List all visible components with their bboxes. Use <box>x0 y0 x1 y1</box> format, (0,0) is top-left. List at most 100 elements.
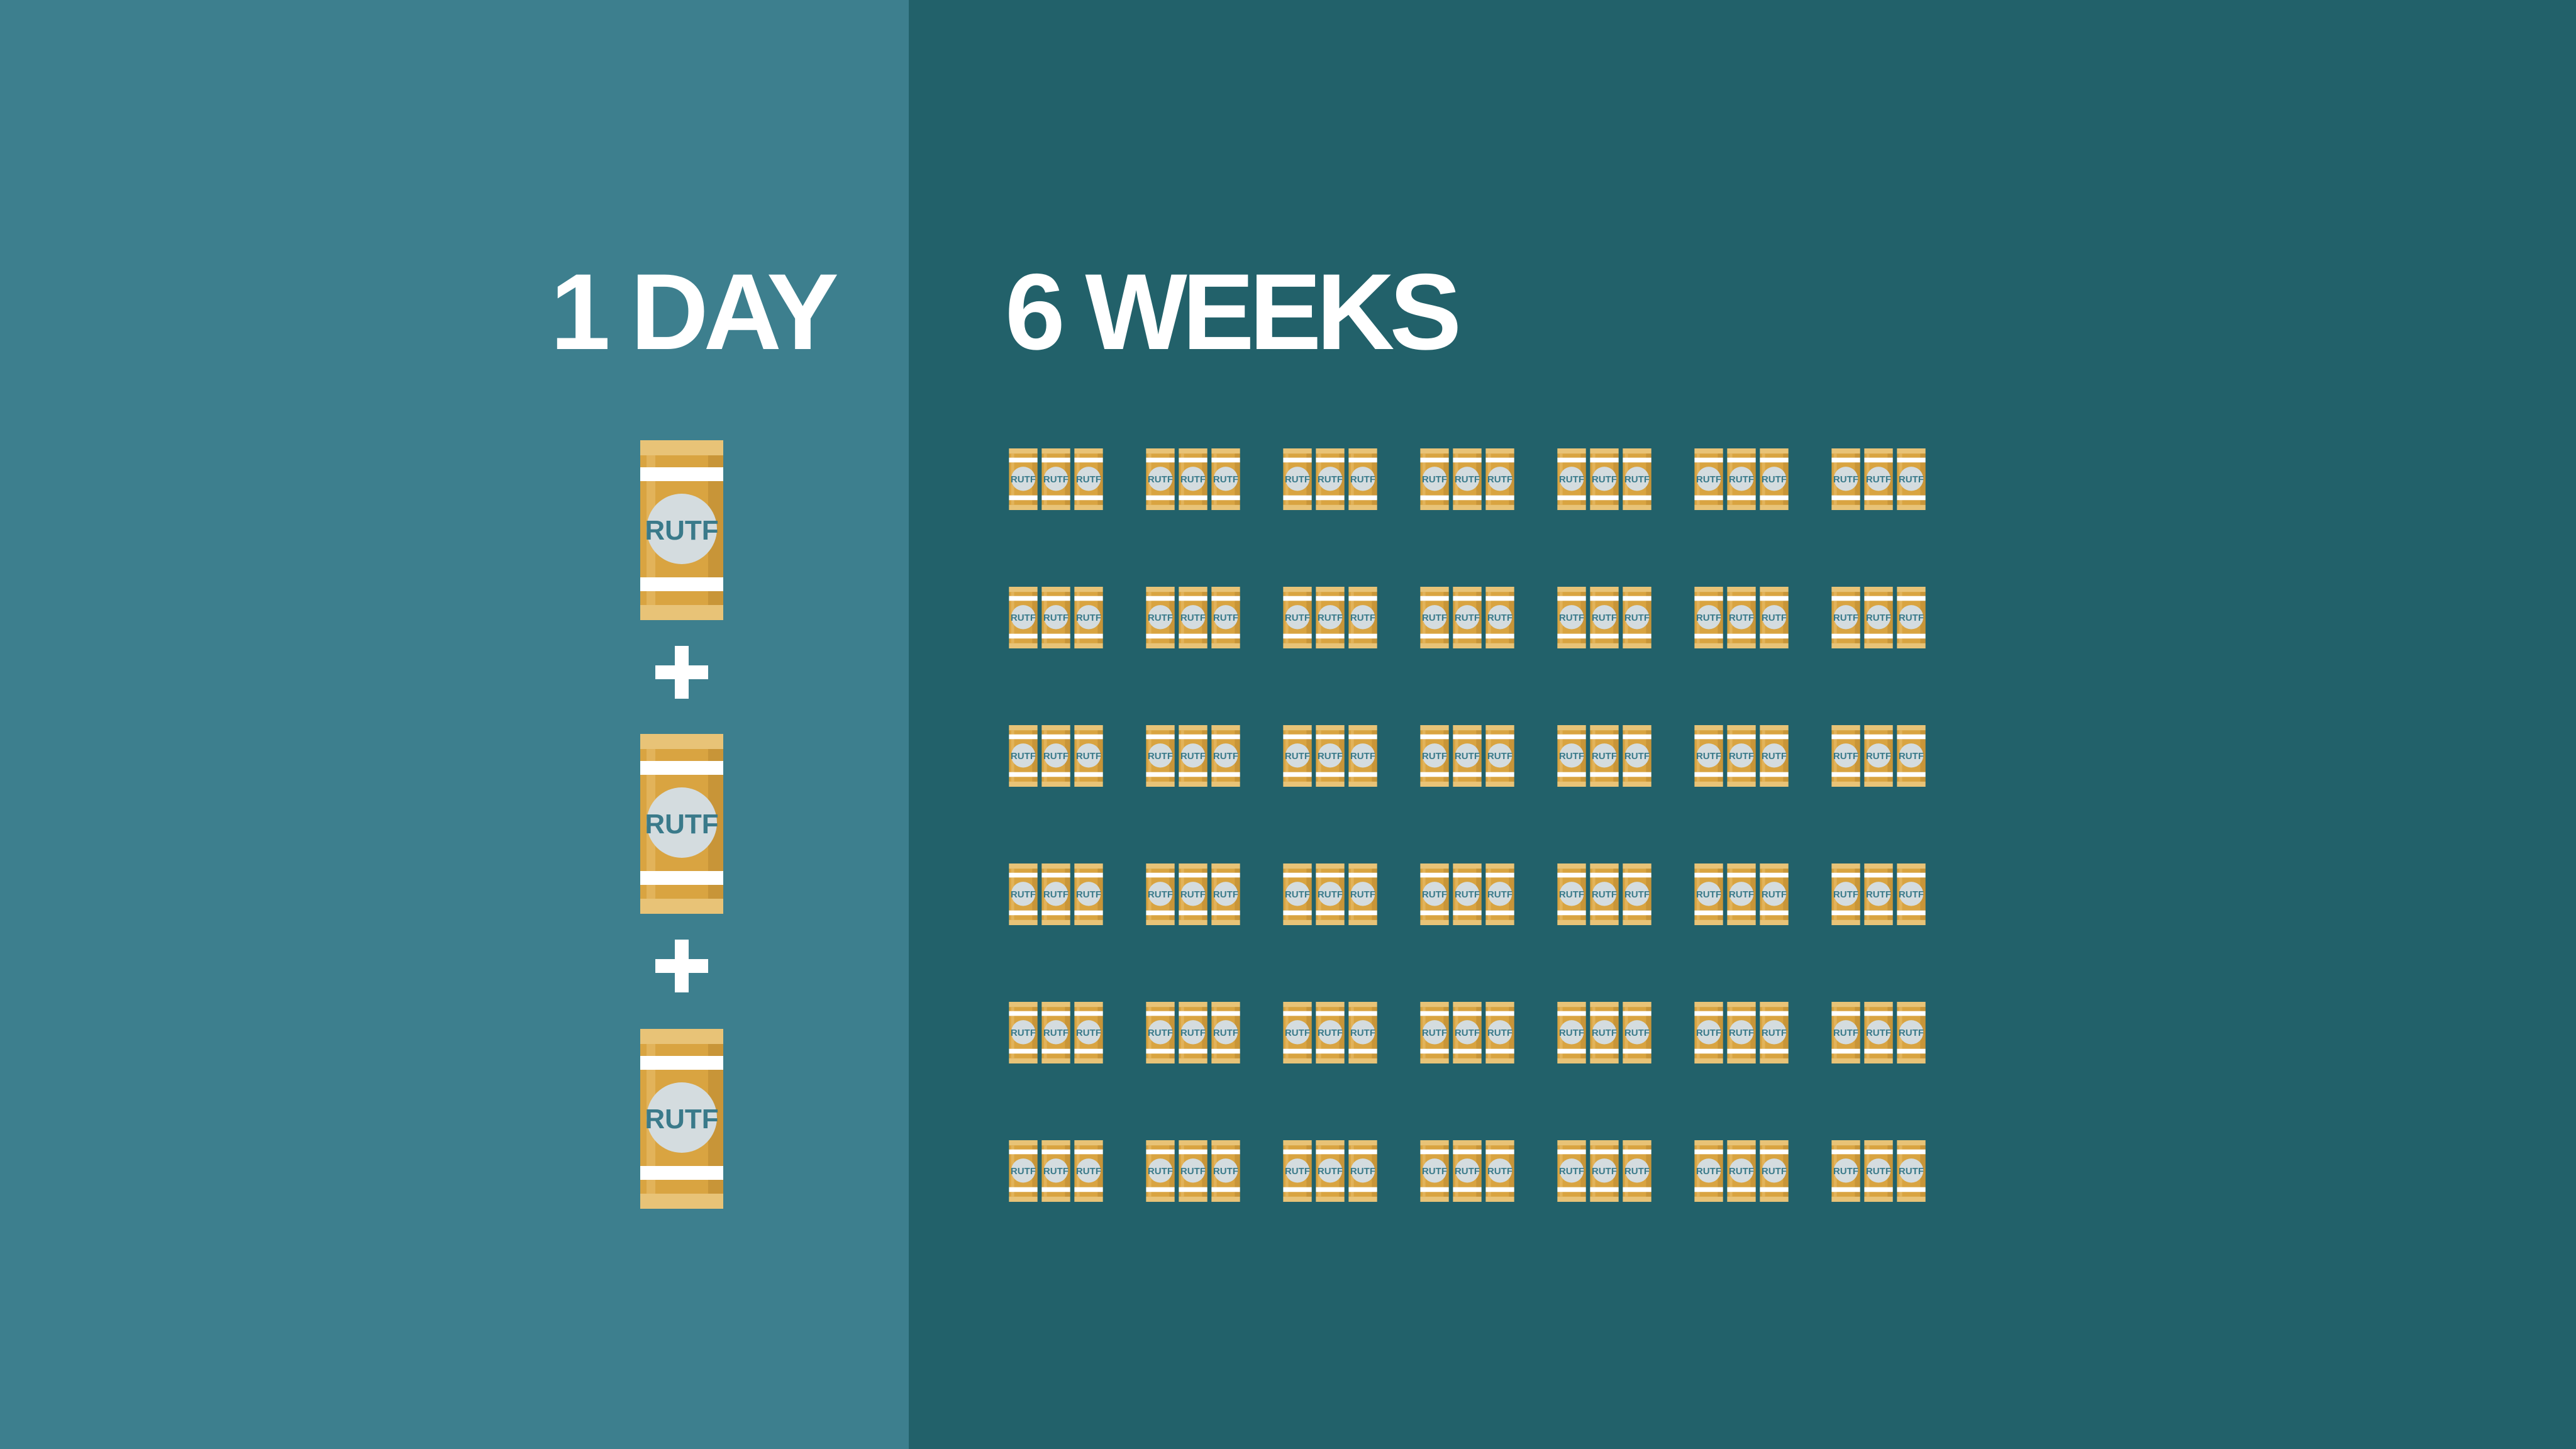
rutf-packet-icon: RUTF <box>1420 1140 1449 1202</box>
packet-label: RUTF <box>1592 751 1617 762</box>
packet-label: RUTF <box>1043 613 1069 623</box>
rutf-packet-icon: RUTF <box>1557 587 1586 648</box>
packet-label: RUTF <box>1043 889 1069 900</box>
packet-label: RUTF <box>1350 889 1375 900</box>
packet-label: RUTF <box>1148 751 1173 762</box>
day-packet-group: RUTF RUTF RUTF <box>1009 1140 1103 1202</box>
packet-label: RUTF <box>1148 613 1173 623</box>
rutf-packet-icon: RUTF <box>1316 725 1345 787</box>
rutf-packet-icon: RUTF <box>1146 1140 1175 1202</box>
rutf-packet-icon: RUTF <box>1864 587 1893 648</box>
packet-label: RUTF <box>1213 751 1238 762</box>
rutf-packet-icon: RUTF <box>1420 725 1449 787</box>
packet-label: RUTF <box>645 515 718 546</box>
rutf-packet-icon: RUTF <box>1074 587 1103 648</box>
packet-label: RUTF <box>1592 613 1617 623</box>
rutf-packet-icon: RUTF <box>1590 587 1619 648</box>
rutf-packet-icon: RUTF <box>1727 863 1756 925</box>
packet-label: RUTF <box>1866 613 1891 623</box>
packet-label: RUTF <box>1422 474 1447 485</box>
packet-label: RUTF <box>1422 1028 1447 1038</box>
rutf-packet-icon: RUTF <box>1074 1002 1103 1063</box>
rutf-packet-icon: RUTF <box>1420 587 1449 648</box>
rutf-packet-icon: RUTF <box>1211 587 1240 648</box>
packet-label: RUTF <box>1350 1028 1375 1038</box>
rutf-packet-icon: RUTF <box>1211 1140 1240 1202</box>
rutf-packet-icon: RUTF <box>1864 1002 1893 1063</box>
rutf-packet-icon: RUTF <box>1211 863 1240 925</box>
day-packet-group: RUTF RUTF RUTF <box>1557 587 1652 648</box>
rutf-packet-icon: RUTF <box>1831 587 1860 648</box>
rutf-packet-icon: RUTF <box>1283 725 1312 787</box>
day-packet-group: RUTF RUTF RUTF <box>1694 1140 1789 1202</box>
rutf-packet-icon: RUTF <box>1694 725 1723 787</box>
rutf-packet-icon: RUTF <box>1179 1140 1208 1202</box>
rutf-packet-icon: RUTF <box>1760 725 1789 787</box>
rutf-packet-icon: RUTF <box>1041 587 1070 648</box>
packet-label: RUTF <box>1487 474 1513 485</box>
packet-label: RUTF <box>1285 613 1310 623</box>
day-packet-group: RUTF RUTF RUTF <box>1283 587 1377 648</box>
packet-label: RUTF <box>1487 613 1513 623</box>
packet-label: RUTF <box>1559 474 1584 485</box>
rutf-packet-icon: RUTF <box>1727 587 1756 648</box>
day-packet-group: RUTF RUTF RUTF <box>1420 448 1514 510</box>
rutf-packet-icon: RUTF <box>1485 863 1514 925</box>
packet-label: RUTF <box>1422 613 1447 623</box>
day-packet-group: RUTF RUTF RUTF <box>1146 863 1240 925</box>
packet-label: RUTF <box>1899 1166 1924 1177</box>
rutf-packet-icon: RUTF <box>1074 1140 1103 1202</box>
packet-label: RUTF <box>1076 1166 1101 1177</box>
packet-label: RUTF <box>1148 474 1173 485</box>
day-packet-group: RUTF RUTF RUTF <box>1146 725 1240 787</box>
rutf-packet-icon: RUTF <box>1831 1002 1860 1063</box>
rutf-packet-icon: RUTF <box>1009 863 1038 925</box>
packet-label: RUTF <box>1833 1028 1858 1038</box>
packet-label: RUTF <box>1624 751 1650 762</box>
rutf-packet-icon: RUTF <box>1897 1140 1926 1202</box>
rutf-packet-icon: RUTF <box>1146 587 1175 648</box>
packet-label: RUTF <box>1729 751 1754 762</box>
day-packet-group: RUTF RUTF RUTF <box>1557 863 1652 925</box>
rutf-packet-icon: RUTF <box>1179 725 1208 787</box>
packet-label: RUTF <box>1148 889 1173 900</box>
rutf-packet-icon: RUTF <box>1348 448 1377 510</box>
rutf-packet-icon: RUTF <box>1316 448 1345 510</box>
six-weeks-title: 6 WEEKS <box>1005 252 1462 372</box>
rutf-packet-icon: RUTF <box>1074 448 1103 510</box>
rutf-packet-icon: RUTF <box>1348 863 1377 925</box>
packet-label: RUTF <box>1076 889 1101 900</box>
packet-label: RUTF <box>1729 474 1754 485</box>
packet-label: RUTF <box>1043 1166 1069 1177</box>
packet-label: RUTF <box>1043 751 1069 762</box>
packet-label: RUTF <box>1696 751 1721 762</box>
rutf-packet-icon: RUTF <box>1348 725 1377 787</box>
rutf-packet-icon: RUTF <box>1897 1002 1926 1063</box>
day-packet-group: RUTF RUTF RUTF <box>1694 725 1789 787</box>
day-packet-group: RUTF RUTF RUTF <box>1146 1140 1240 1202</box>
packet-label: RUTF <box>1696 613 1721 623</box>
packet-label: RUTF <box>1729 613 1754 623</box>
packet-label: RUTF <box>1762 889 1787 900</box>
rutf-packet-icon: RUTF <box>1420 448 1449 510</box>
rutf-packet-icon: RUTF <box>1179 448 1208 510</box>
rutf-packet-icon: RUTF <box>1211 725 1240 787</box>
rutf-packet-icon: RUTF <box>1760 448 1789 510</box>
rutf-packet-icon: RUTF <box>1211 448 1240 510</box>
day-packet-group: RUTF RUTF RUTF <box>1009 448 1103 510</box>
rutf-packet-icon: RUTF <box>1864 448 1893 510</box>
packet-label: RUTF <box>1422 1166 1447 1177</box>
rutf-packet-icon: RUTF <box>1009 1002 1038 1063</box>
packet-label: RUTF <box>1213 889 1238 900</box>
plus-icon <box>655 646 708 699</box>
rutf-packet-icon: RUTF <box>1146 863 1175 925</box>
packet-label: RUTF <box>1833 889 1858 900</box>
rutf-packet-icon: RUTF <box>1831 863 1860 925</box>
packet-label: RUTF <box>1592 1166 1617 1177</box>
packet-label: RUTF <box>1076 751 1101 762</box>
day-packet-group: RUTF RUTF RUTF <box>1831 587 1926 648</box>
rutf-packet-icon: RUTF <box>1727 1140 1756 1202</box>
rutf-packet-icon: RUTF <box>1623 448 1652 510</box>
day-packet-group: RUTF RUTF RUTF <box>1420 725 1514 787</box>
packet-label: RUTF <box>1455 1028 1480 1038</box>
